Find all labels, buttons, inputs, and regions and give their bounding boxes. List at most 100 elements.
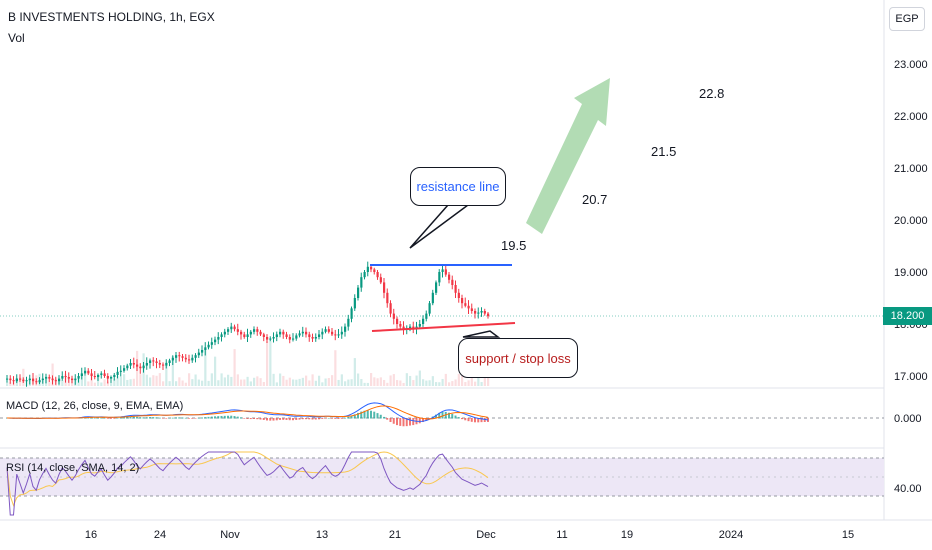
time-tick-label: 21	[389, 529, 401, 541]
rsi-group[interactable]	[6, 451, 489, 516]
macd-histogram-bar	[409, 418, 411, 426]
volume-bar	[448, 382, 451, 386]
volume-bar	[9, 382, 12, 386]
candle-body	[444, 269, 447, 275]
candle-body	[308, 334, 311, 337]
candle-body	[438, 272, 441, 283]
volume-bar	[314, 380, 317, 386]
candle-body	[282, 331, 285, 335]
price-axis[interactable]: 23.00022.00021.00020.00019.00018.00017.0…	[894, 59, 928, 383]
volume-bar	[373, 377, 376, 386]
resistance-callout-tail[interactable]	[409, 204, 471, 249]
volume-bar	[71, 380, 74, 386]
candle-body	[54, 380, 57, 382]
candle-body	[243, 334, 246, 337]
macd-histogram-bar	[311, 418, 314, 420]
support-line[interactable]	[371, 322, 516, 332]
rsi-axis-label: 40.00	[894, 483, 922, 495]
macd-histogram-bar	[223, 415, 226, 419]
target-arrow[interactable]	[526, 78, 610, 234]
candle-body	[230, 326, 233, 330]
volume-bar	[84, 375, 87, 386]
candle-body	[71, 378, 74, 381]
time-axis[interactable]: 16 24 Nov 13 21 Dec 11 19 2024 15	[85, 529, 854, 541]
macd-histogram-bar	[376, 413, 379, 419]
macd-histogram-bar	[123, 417, 125, 419]
volume-bar	[139, 374, 142, 386]
candle-body	[347, 318, 350, 327]
candle-body	[168, 360, 171, 363]
volume-bar	[363, 382, 366, 386]
volume-bar	[110, 382, 113, 386]
candle-body	[298, 333, 301, 336]
macd-histogram-bar	[331, 418, 333, 419]
macd-histogram-bar	[461, 418, 463, 420]
rsi-ma-line	[6, 451, 489, 507]
macd-histogram-bar	[116, 417, 119, 419]
candle-body	[357, 287, 360, 298]
volume-bar	[389, 375, 392, 386]
macd-histogram-bar	[272, 418, 275, 421]
candle-body	[38, 380, 41, 383]
volume-bar	[194, 374, 197, 386]
support-callout-tail[interactable]	[462, 330, 501, 338]
macd-histogram-bar	[132, 416, 135, 419]
volume-bar	[370, 373, 373, 386]
time-tick-label: 15	[842, 529, 854, 541]
candle-body	[220, 334, 223, 337]
price-tick-label: 19.000	[894, 267, 928, 279]
macd-histogram-bar	[435, 414, 437, 419]
candle-body	[139, 366, 142, 369]
macd-title: MACD (12, 26, close, 9, EMA, EMA)	[6, 400, 184, 412]
volume-bar	[357, 373, 360, 386]
candle-body	[474, 311, 477, 314]
macd-group[interactable]	[6, 402, 489, 427]
macd-histogram-bar	[178, 417, 181, 419]
macd-histogram-bar	[428, 418, 431, 419]
macd-histogram-bar	[386, 418, 389, 420]
macd-histogram-bar	[305, 418, 307, 420]
macd-histogram-bar	[288, 418, 291, 421]
macd-histogram-bar	[262, 418, 265, 420]
macd-histogram-bar	[126, 416, 129, 419]
support-callout[interactable]: support / stop loss	[458, 338, 578, 378]
volume-bar	[279, 373, 282, 386]
macd-histogram-bar	[366, 410, 369, 419]
candle-body	[363, 272, 366, 278]
volume-bar	[331, 375, 334, 386]
candle-body	[425, 313, 428, 319]
candle-body	[418, 324, 421, 327]
volume-bar	[162, 381, 165, 386]
rsi-title: RSI (14, close, SMA, 14, 2)	[6, 462, 140, 474]
candle-body	[240, 331, 243, 335]
volume-bar	[51, 363, 54, 386]
resistance-callout[interactable]: resistance line	[410, 167, 506, 206]
volume-bar	[217, 380, 220, 386]
time-tick-label: Nov	[220, 529, 240, 541]
volume-bar	[155, 375, 158, 386]
volume-bar	[269, 340, 272, 386]
volume-bar	[191, 379, 194, 386]
volume-bar	[435, 382, 438, 386]
candle-body	[90, 373, 93, 376]
volume-label: Vol	[8, 31, 25, 45]
macd-histogram-bar	[243, 418, 246, 419]
time-tick-label: 13	[316, 529, 328, 541]
candle-body	[6, 378, 9, 380]
volume-bar	[376, 378, 379, 386]
currency-button[interactable]: EGP	[889, 7, 925, 31]
volume-bar	[145, 374, 148, 386]
volume-bar	[431, 376, 434, 386]
volume-bar	[262, 382, 265, 386]
volume-bar	[272, 373, 275, 386]
candles-group[interactable]	[6, 261, 490, 387]
macd-histogram-bar	[139, 417, 142, 419]
candle-body	[467, 305, 470, 309]
macd-histogram-bar	[119, 417, 122, 419]
candle-body	[295, 335, 298, 339]
macd-histogram-bar	[103, 417, 106, 419]
candle-body	[301, 331, 304, 334]
candle-body	[324, 329, 327, 332]
candle-body	[97, 374, 100, 378]
